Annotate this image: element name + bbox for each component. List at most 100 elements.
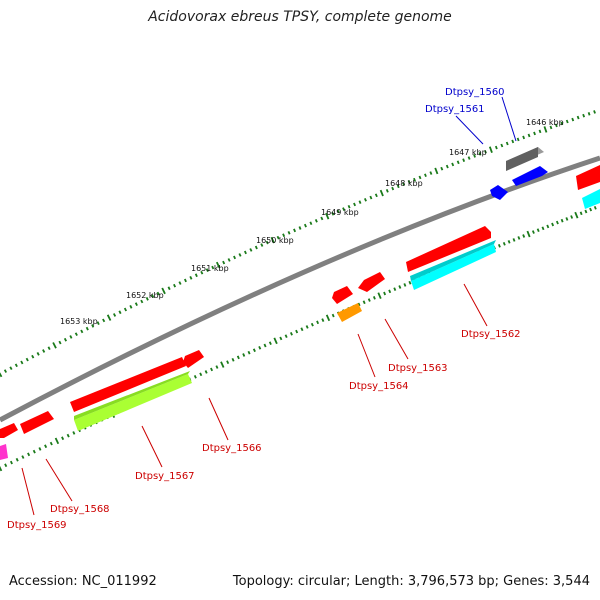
ruler-tick: [49, 441, 53, 446]
gene-dtpsy-1562[interactable]: [406, 226, 496, 290]
leader-dtpsy-1566: [208, 397, 229, 441]
ruler-label-1653: 1653 kbp: [60, 317, 98, 326]
ruler-tick: [215, 365, 219, 369]
gene-forward-edge[interactable]: [576, 165, 600, 190]
ruler-tick: [388, 289, 392, 294]
ruler-tick: [263, 343, 267, 348]
gene-red-small-a[interactable]: [332, 286, 353, 304]
ruler-tick: [74, 332, 78, 337]
ruler-tick: [517, 236, 521, 240]
ruler-tick: [456, 160, 460, 165]
ruler-tick: [279, 336, 283, 341]
ruler-tick: [167, 286, 171, 291]
ruler-tick: [236, 355, 240, 360]
ruler-tick: [270, 236, 275, 244]
ruler-tick: [451, 162, 455, 167]
ruler-tick: [325, 314, 331, 322]
ruler-tick: [310, 322, 314, 327]
ruler-tick: [560, 121, 564, 126]
ruler-tick: [331, 211, 335, 216]
gene-label-dtpsy-1569[interactable]: Dtpsy_1569: [7, 520, 67, 531]
gene-cyan-edge[interactable]: [582, 189, 600, 209]
ruler-tick: [0, 372, 3, 378]
ruler-tick: [467, 156, 471, 160]
ruler-tick: [3, 369, 7, 373]
ruler-tick: [303, 223, 307, 228]
ruler-tick: [215, 261, 221, 269]
gene-dtpsy-1563[interactable]: [358, 272, 385, 292]
ruler-tick: [408, 280, 412, 285]
ruler-tick: [385, 188, 389, 193]
ruler-tick: [462, 158, 466, 163]
ruler-label-1652: 1652 kbp: [126, 291, 164, 300]
ruler-tick: [134, 302, 138, 306]
gene-label-dtpsy-1564[interactable]: Dtpsy_1564: [349, 381, 409, 392]
ruler-tick: [383, 291, 387, 296]
ruler-tick: [276, 235, 280, 240]
leader-dtpsy-1561: [455, 115, 484, 145]
ruler-tick: [284, 334, 288, 338]
ruler-tick: [325, 212, 330, 220]
ruler-tick: [589, 207, 593, 212]
ruler-tick: [549, 125, 553, 130]
ruler-tick: [265, 240, 269, 245]
ruler-tick: [358, 200, 362, 204]
ruler-tick: [505, 141, 509, 146]
ruler-tick: [316, 320, 320, 325]
ruler-tick: [579, 211, 583, 216]
gene-dtpsy-1561[interactable]: [490, 166, 548, 200]
ruler-tick: [309, 221, 313, 226]
ruler-tick: [593, 205, 597, 210]
gene-magenta-edge[interactable]: [0, 444, 8, 460]
ruler-tick: [238, 253, 242, 257]
ruler-tick: [243, 250, 247, 255]
ruler-tick: [222, 260, 226, 265]
ruler-tick: [362, 300, 366, 305]
ruler-tick: [543, 126, 548, 133]
ruler-tick: [96, 321, 100, 325]
gene-dtpsy-1566[interactable]: [183, 350, 204, 368]
gene-label-dtpsy-1561[interactable]: Dtpsy_1561: [425, 104, 485, 115]
ruler-tick: [536, 228, 540, 233]
ruler-tick: [226, 360, 230, 365]
gene-label-dtpsy-1563[interactable]: Dtpsy_1563: [388, 363, 448, 374]
ruler-tick: [538, 129, 542, 134]
gene-dtpsy-1564[interactable]: [337, 303, 362, 322]
ruler-tick: [424, 173, 427, 178]
ruler-tick: [565, 217, 569, 221]
leader-dtpsy-1562: [463, 283, 488, 327]
ruler-tick: [522, 234, 526, 238]
ruler-tick: [531, 230, 535, 234]
ruler-tick: [118, 310, 122, 315]
gene-dtpsy-1567[interactable]: [70, 357, 192, 431]
gene-dtpsy-1568[interactable]: [20, 411, 54, 434]
ruler-tick: [254, 245, 258, 250]
ruler-tick: [220, 361, 225, 368]
gene-label-dtpsy-1566[interactable]: Dtpsy_1566: [202, 443, 262, 454]
ruler-tick: [194, 273, 198, 278]
ruler-tick: [31, 354, 35, 359]
ruler-tick: [584, 209, 588, 214]
gene-dtpsy-1569[interactable]: [0, 423, 18, 438]
ruler-tick: [576, 115, 580, 120]
accession-text: Accession: NC_011992: [9, 574, 157, 589]
leader-dtpsy-1568: [45, 458, 73, 502]
ruler-label-1650: 1650 kbp: [256, 236, 294, 245]
ruler-tick: [497, 243, 501, 248]
ruler-tick: [565, 119, 569, 124]
ruler-tick: [247, 350, 251, 355]
gene-label-dtpsy-1568[interactable]: Dtpsy_1568: [50, 504, 110, 515]
ruler-tick: [21, 455, 25, 459]
ruler-tick: [407, 180, 411, 184]
ruler-tick: [393, 287, 397, 291]
ruler-tick: [15, 457, 19, 462]
map-title: Acidovorax ebreus TPSY, complete genome: [148, 9, 452, 25]
ruler-tick: [429, 171, 433, 175]
ruler-label-1651: 1651 kbp: [191, 264, 229, 273]
ruler-tick: [473, 154, 476, 158]
ruler-tick: [377, 292, 382, 299]
gene-label-dtpsy-1560[interactable]: Dtpsy_1560: [445, 87, 505, 98]
gene-dtpsy-1560[interactable]: [506, 147, 544, 171]
gene-label-dtpsy-1562[interactable]: Dtpsy_1562: [461, 329, 521, 340]
gene-label-dtpsy-1567[interactable]: Dtpsy_1567: [135, 471, 195, 482]
